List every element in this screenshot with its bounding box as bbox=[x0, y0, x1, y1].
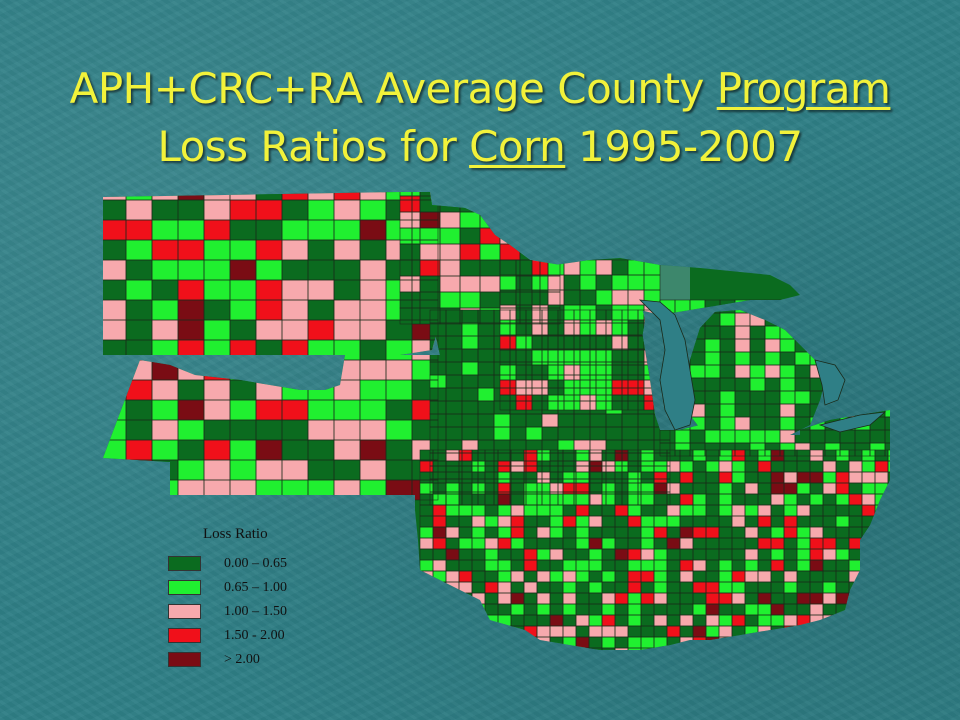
title-line1-prefix: APH+CRC+RA Average County bbox=[69, 64, 717, 113]
legend-swatch-3 bbox=[168, 628, 201, 643]
legend-label-0: 0.00 – 0.65 bbox=[224, 556, 287, 571]
title-program-word: Program bbox=[716, 64, 891, 113]
legend-swatch-0 bbox=[168, 556, 201, 571]
legend-swatch-4 bbox=[168, 652, 201, 667]
legend-label-2: 1.00 – 1.50 bbox=[224, 604, 287, 619]
title-corn-word: Corn bbox=[469, 122, 566, 171]
legend-label-4: > 2.00 bbox=[224, 652, 260, 667]
legend-title: Loss Ratio bbox=[203, 526, 268, 542]
legend-swatch-2 bbox=[168, 604, 201, 619]
slide-title: APH+CRC+RA Average County Program Loss R… bbox=[0, 60, 960, 176]
county-loss-ratio-map bbox=[100, 180, 900, 670]
title-line2-prefix: Loss Ratios for bbox=[157, 122, 470, 171]
legend-label-3: 1.50 - 2.00 bbox=[224, 628, 285, 643]
title-line2-suffix: 1995-2007 bbox=[565, 122, 803, 171]
legend-swatch-1 bbox=[168, 580, 201, 595]
legend-label-1: 0.65 – 1.00 bbox=[224, 580, 287, 595]
map-legend: Loss Ratio 0.00 – 0.65 0.65 – 1.00 1.00 … bbox=[168, 522, 368, 672]
